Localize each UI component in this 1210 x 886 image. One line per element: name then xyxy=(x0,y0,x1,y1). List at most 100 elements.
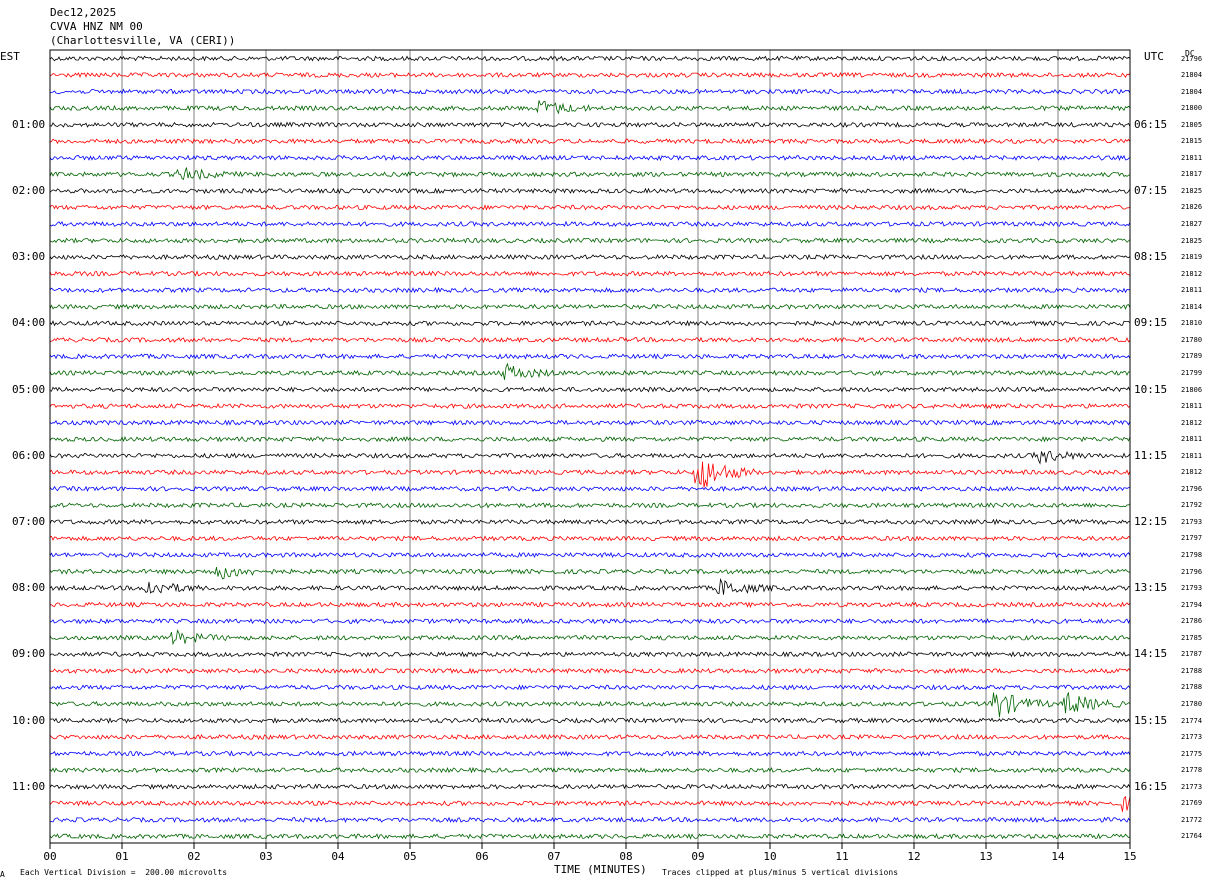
x-tick-label-11: 11 xyxy=(835,850,849,863)
trace-row-20 xyxy=(49,386,1131,393)
trace-row-26 xyxy=(49,485,1131,492)
utc-label-06:15: 06:15 xyxy=(1134,117,1168,131)
dc-value-row-40: 21774 xyxy=(1181,716,1203,725)
plot-frame xyxy=(49,49,1131,844)
dc-value-row-11: 21825 xyxy=(1181,236,1203,245)
dc-value-row-22: 21812 xyxy=(1181,418,1203,427)
trace-row-11 xyxy=(49,237,1131,244)
utc-label-08:15: 08:15 xyxy=(1134,250,1168,264)
est-label-01:00: 01:00 xyxy=(12,117,46,131)
dc-value-row-38: 21788 xyxy=(1181,683,1203,692)
trace-row-41 xyxy=(49,733,1131,741)
x-tick-label-04: 04 xyxy=(331,850,345,863)
trace-row-1 xyxy=(49,71,1131,79)
est-label-02:00: 02:00 xyxy=(12,183,46,197)
est-label-09:00: 09:00 xyxy=(12,647,46,661)
seismic-traces xyxy=(49,55,1131,840)
dc-value-row-28: 21793 xyxy=(1181,517,1203,526)
trace-row-23 xyxy=(49,435,1131,443)
dc-value-row-33: 21794 xyxy=(1181,600,1203,609)
dc-value-row-34: 21786 xyxy=(1181,617,1203,626)
dc-value-row-10: 21827 xyxy=(1181,220,1203,228)
trace-row-13 xyxy=(49,270,1131,277)
dc-value-row-46: 21772 xyxy=(1181,815,1203,824)
x-tick-label-00: 00 xyxy=(43,850,57,863)
dc-value-row-7: 21817 xyxy=(1181,170,1203,179)
location-label: (Charlottesville, VA (CERI)) xyxy=(50,34,236,47)
trace-row-39 xyxy=(49,692,1131,718)
x-tick-label-10: 10 xyxy=(763,850,777,863)
dc-value-row-41: 21773 xyxy=(1181,733,1203,742)
est-label-05:00: 05:00 xyxy=(12,382,46,396)
x-tick-label-09: 09 xyxy=(691,850,705,863)
station-label: CVVA HNZ NM 00 xyxy=(50,20,143,33)
dc-value-row-37: 21788 xyxy=(1181,666,1203,675)
x-tick-label-07: 07 xyxy=(547,850,561,863)
minute-gridlines xyxy=(121,50,1059,843)
dc-value-row-12: 21819 xyxy=(1181,253,1203,262)
est-label-07:00: 07:00 xyxy=(12,514,46,528)
dc-value-row-4: 21805 xyxy=(1181,120,1203,129)
trace-row-30 xyxy=(49,551,1131,559)
x-axis-title: TIME (MINUTES) xyxy=(554,863,647,876)
est-label-04:00: 04:00 xyxy=(12,316,46,330)
trace-row-3 xyxy=(49,100,1131,115)
trace-row-14 xyxy=(49,286,1131,294)
utc-label-07:15: 07:15 xyxy=(1134,183,1168,197)
dc-value-row-32: 21793 xyxy=(1181,584,1203,593)
dc-value-row-3: 21800 xyxy=(1181,104,1203,113)
x-tick-label-08: 08 xyxy=(619,850,633,863)
dc-value-row-45: 21769 xyxy=(1181,799,1203,808)
dc-value-row-21: 21811 xyxy=(1181,402,1203,411)
dc-value-row-6: 21811 xyxy=(1181,153,1203,162)
utc-label-14:15: 14:15 xyxy=(1134,647,1168,661)
dc-value-row-29: 21797 xyxy=(1181,534,1203,543)
x-tick-label-13: 13 xyxy=(979,850,993,863)
utc-label-12:15: 12:15 xyxy=(1134,514,1168,528)
dc-value-row-27: 21792 xyxy=(1181,501,1203,510)
trace-row-22 xyxy=(49,419,1131,426)
trace-row-42 xyxy=(49,750,1131,757)
dc-value-row-39: 21780 xyxy=(1181,699,1203,708)
dc-value-row-18: 21789 xyxy=(1181,352,1203,361)
x-tick-label-15: 15 xyxy=(1123,850,1137,863)
trace-row-43 xyxy=(49,766,1131,774)
date-label: Dec12,2025 xyxy=(50,6,117,19)
est-label-10:00: 10:00 xyxy=(12,713,46,727)
trace-row-16 xyxy=(49,320,1131,327)
dc-value-row-35: 21785 xyxy=(1181,633,1203,642)
trace-row-6 xyxy=(49,154,1131,162)
x-tick-label-12: 12 xyxy=(907,850,921,863)
trace-row-0 xyxy=(49,55,1131,62)
trace-row-40 xyxy=(49,717,1131,724)
utc-label-16:15: 16:15 xyxy=(1134,779,1168,793)
trace-row-7 xyxy=(49,167,1131,181)
scale-note: Each Vertical Division = 200.00 microvol… xyxy=(20,868,228,877)
utc-label-11:15: 11:15 xyxy=(1134,448,1168,462)
trace-row-17 xyxy=(49,336,1131,344)
x-axis-ticks xyxy=(49,843,1131,849)
trace-row-44 xyxy=(49,783,1131,790)
right-axis-label: UTC xyxy=(1144,50,1164,63)
trace-row-8 xyxy=(49,187,1131,195)
dc-value-row-9: 21826 xyxy=(1181,203,1203,212)
trace-row-10 xyxy=(49,220,1131,228)
trace-row-34 xyxy=(49,618,1131,625)
trace-row-27 xyxy=(49,502,1131,509)
trace-row-2 xyxy=(49,88,1131,95)
utc-label-09:15: 09:15 xyxy=(1134,316,1168,330)
dc-value-row-5: 21815 xyxy=(1181,137,1203,146)
dc-value-row-15: 21814 xyxy=(1181,302,1203,311)
trace-row-12 xyxy=(49,253,1131,261)
dc-value-row-13: 21812 xyxy=(1181,269,1203,278)
trace-row-18 xyxy=(49,353,1131,360)
est-label-06:00: 06:00 xyxy=(12,448,46,462)
x-tick-label-01: 01 xyxy=(115,850,129,863)
trace-row-33 xyxy=(49,601,1131,608)
trace-row-45 xyxy=(49,795,1131,812)
trace-row-5 xyxy=(49,138,1131,145)
dc-value-row-42: 21775 xyxy=(1181,749,1203,758)
dc-value-row-16: 21810 xyxy=(1181,319,1203,328)
est-label-11:00: 11:00 xyxy=(12,779,46,793)
